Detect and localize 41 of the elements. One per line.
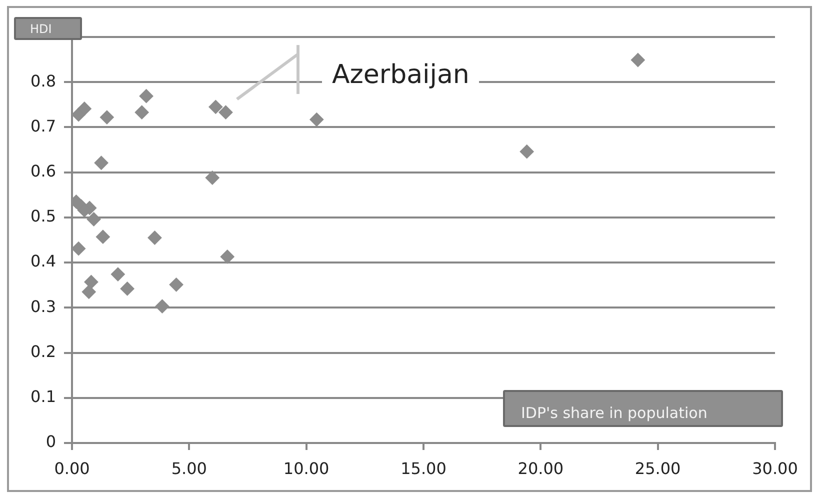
point bbox=[169, 278, 184, 292]
y-tick-label: 0.2 bbox=[30, 342, 56, 361]
x-tick-label: 5.00 bbox=[171, 458, 207, 478]
point bbox=[134, 105, 149, 120]
y-tick-label: 0.8 bbox=[30, 71, 56, 90]
y-tick-label: 0.4 bbox=[30, 252, 56, 271]
y-tick-label: 0 bbox=[46, 432, 56, 452]
x-tick-label: 15.00 bbox=[400, 458, 446, 478]
point bbox=[220, 250, 234, 264]
x-tick-label: 20.00 bbox=[518, 458, 564, 478]
point bbox=[84, 274, 98, 289]
y-tick-label: 0.1 bbox=[30, 387, 56, 406]
point bbox=[77, 102, 92, 116]
point bbox=[205, 170, 220, 185]
point bbox=[96, 230, 110, 244]
point bbox=[208, 100, 223, 114]
point bbox=[120, 282, 134, 296]
point bbox=[148, 230, 162, 245]
y-tick-label: 0.5 bbox=[30, 206, 56, 226]
axis-title-box: HDI bbox=[14, 17, 82, 40]
point bbox=[630, 53, 645, 68]
axis-title-box: IDP's share in population bbox=[503, 390, 783, 427]
point bbox=[82, 284, 96, 299]
point bbox=[94, 156, 108, 170]
y-tick-label: 0.7 bbox=[30, 116, 56, 136]
point bbox=[520, 144, 534, 159]
annotation: Azerbaijan bbox=[322, 58, 480, 92]
point bbox=[100, 110, 114, 124]
point bbox=[139, 89, 154, 104]
x-tick-label: 0.00 bbox=[54, 458, 90, 478]
point bbox=[218, 105, 233, 120]
y-tick-label: 0.3 bbox=[30, 296, 56, 316]
point bbox=[72, 242, 86, 256]
point bbox=[155, 299, 170, 314]
point bbox=[110, 267, 125, 282]
x-tick-label: 30.00 bbox=[752, 458, 798, 478]
x-tick-label: 10.00 bbox=[283, 458, 330, 478]
y-tick-label: 0.6 bbox=[30, 161, 56, 180]
point bbox=[86, 212, 101, 226]
point bbox=[310, 112, 324, 127]
x-tick-label: 25.00 bbox=[634, 458, 681, 478]
